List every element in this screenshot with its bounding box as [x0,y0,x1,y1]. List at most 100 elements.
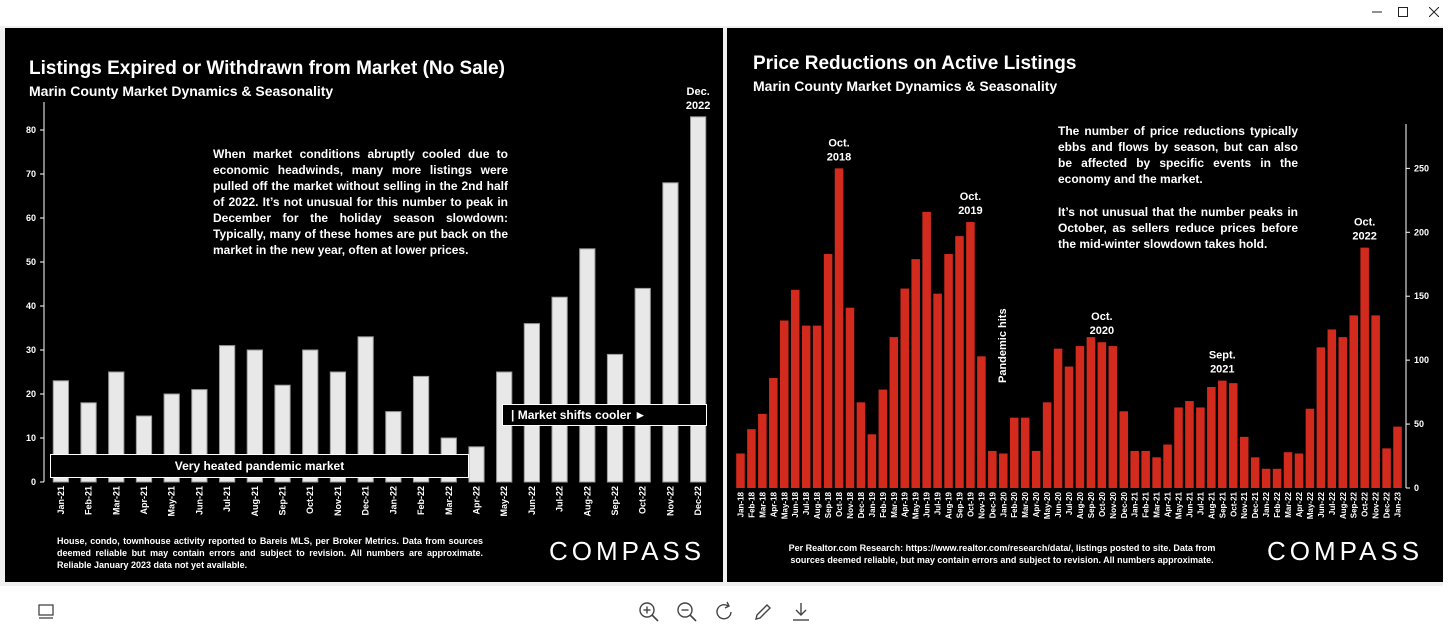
bar-Mar-19 [889,337,899,488]
x-tick-label: May-19 [912,491,921,519]
x-tick-label: Jul-22 [555,486,565,512]
bar-Jun-22 [523,323,541,483]
peak-annotation: Dec. [687,86,710,98]
x-tick-label: Feb-21 [84,486,94,515]
bar-Nov-19 [977,356,986,488]
x-tick-label: Feb-21 [1142,491,1151,517]
x-tick-label: Apr-20 [1032,491,1041,517]
bar-Apr-19 [900,288,910,488]
bar-Dec-21 [1250,457,1260,488]
y-tick-label: 150 [1414,291,1429,301]
bar-Jan-23 [1393,426,1402,488]
x-tick-label: Sep-22 [610,486,620,516]
bar-Apr-20 [1031,450,1041,488]
zoom-in-button[interactable] [637,600,661,624]
x-tick-label: Nov-21 [333,486,343,516]
x-tick-label: Jun-21 [194,486,204,515]
y-tick-label: 250 [1414,163,1429,173]
x-tick-label: Jun-22 [1317,491,1326,517]
edit-button[interactable] [751,600,775,624]
x-tick-label: Apr-21 [139,486,149,515]
bar-Feb-20 [1009,417,1019,488]
bar-Apr-22 [1294,453,1304,488]
x-tick-label: Nov-22 [665,486,675,516]
bar-Aug-21 [246,349,263,483]
x-tick-label: Mar-18 [758,491,767,517]
bar-Feb-22 [1272,468,1282,488]
close-button[interactable] [1419,2,1449,22]
expired-listings-chart: 0 10 20 30 40 50 60 70 80 Jan-21 Feb-21 Mar-21 Apr-2… [26,86,710,517]
view-mode-icon [38,604,54,619]
bar-Jul-21 [1196,407,1205,488]
x-tick-label: Oct-22 [1361,491,1370,516]
view-mode-button[interactable] [34,600,58,624]
bar-Dec-22 [690,116,707,483]
y-tick-label: 0 [1414,483,1419,493]
expired-listings-slide: Listings Expired or Withdrawn from Marke… [5,28,723,582]
download-button[interactable] [789,600,813,624]
x-tick-label: Sep-20 [1087,491,1096,518]
minimize-icon [1372,11,1382,13]
x-tick-label: Dec-18 [857,491,866,518]
zoom-out-button[interactable] [675,600,699,624]
x-tick-label: Jan-18 [736,491,745,517]
x-tick-label: Aug-21 [1207,491,1216,519]
x-tick-label: Mar-20 [1021,491,1030,517]
x-tick-label: Sep-18 [824,491,833,518]
rotate-button[interactable] [713,600,737,624]
slide-subtitle: Marin County Market Dynamics & Seasonali… [29,83,334,99]
x-tick-label: Dec-22 [1383,491,1392,518]
x-tick-label: Sep-19 [955,491,964,518]
bar-May-22 [496,371,513,483]
bar-Nov-20 [1108,346,1118,488]
bar-Jan-18 [736,453,745,488]
y-tick-label: 50 [26,257,36,267]
price-reductions-slide: Price Reductions on Active Listings Mari… [727,28,1443,582]
x-tick-label: Jan-21 [1131,491,1140,517]
pandemic-market-band: Very heated pandemic market [50,454,469,478]
bar-Nov-22 [1371,315,1380,488]
download-icon [793,603,809,621]
x-tick-label: Dec-22 [693,486,703,516]
bar-Jun-21 [1185,401,1194,488]
x-tick-label: Mar-22 [444,486,454,515]
bar-May-19 [911,259,920,488]
x-tick-label: Oct-21 [305,486,315,514]
x-tick-label: Oct-21 [1229,491,1238,516]
y-tick-label: 30 [26,345,36,355]
x-tick-label: Jul-21 [222,486,232,512]
maximize-button[interactable] [1388,2,1418,22]
bar-Jul-22 [551,296,568,483]
x-tick-label: Nov-22 [1372,491,1381,518]
x-tick-label: Jun-21 [1185,491,1194,517]
x-tick-label: Jun-19 [923,491,932,517]
x-tick-label: Jan-21 [56,486,66,515]
bar-Aug-21 [1207,386,1216,488]
bar-May-18 [780,320,789,488]
x-tick-label: Apr-22 [471,486,481,515]
bar-Feb-18 [747,429,756,488]
bar-May-20 [1042,402,1052,488]
x-tick-label: Jan-22 [1262,491,1271,517]
x-tick-label: Oct-18 [835,491,844,516]
chart-commentary: When market conditions abruptly cooled d… [213,147,508,257]
x-tick-label: Jan-22 [388,486,398,515]
x-tick-label: May-20 [1043,491,1052,519]
bar-Jul-18 [801,325,811,488]
bar-Dec-19 [988,450,997,488]
y-tick-label: 20 [26,389,36,399]
bar-Mar-21 [1152,457,1161,488]
bar-Jul-22 [1327,329,1337,488]
zoom-out-icon [677,602,697,622]
minimize-button[interactable] [1362,2,1392,22]
x-tick-label: Sep-22 [1350,491,1359,518]
x-tick-label: Jun-20 [1054,491,1063,517]
x-tick-label: Apr-22 [1295,491,1304,517]
bar-Oct-22 [1360,247,1369,488]
bar-Sep-21 [1218,380,1227,488]
x-tick-label: Oct-19 [966,491,975,516]
x-tick-label: Aug-22 [582,486,592,517]
y-tick-label: 0 [31,477,36,487]
x-tick-label: Mar-22 [1284,491,1293,517]
